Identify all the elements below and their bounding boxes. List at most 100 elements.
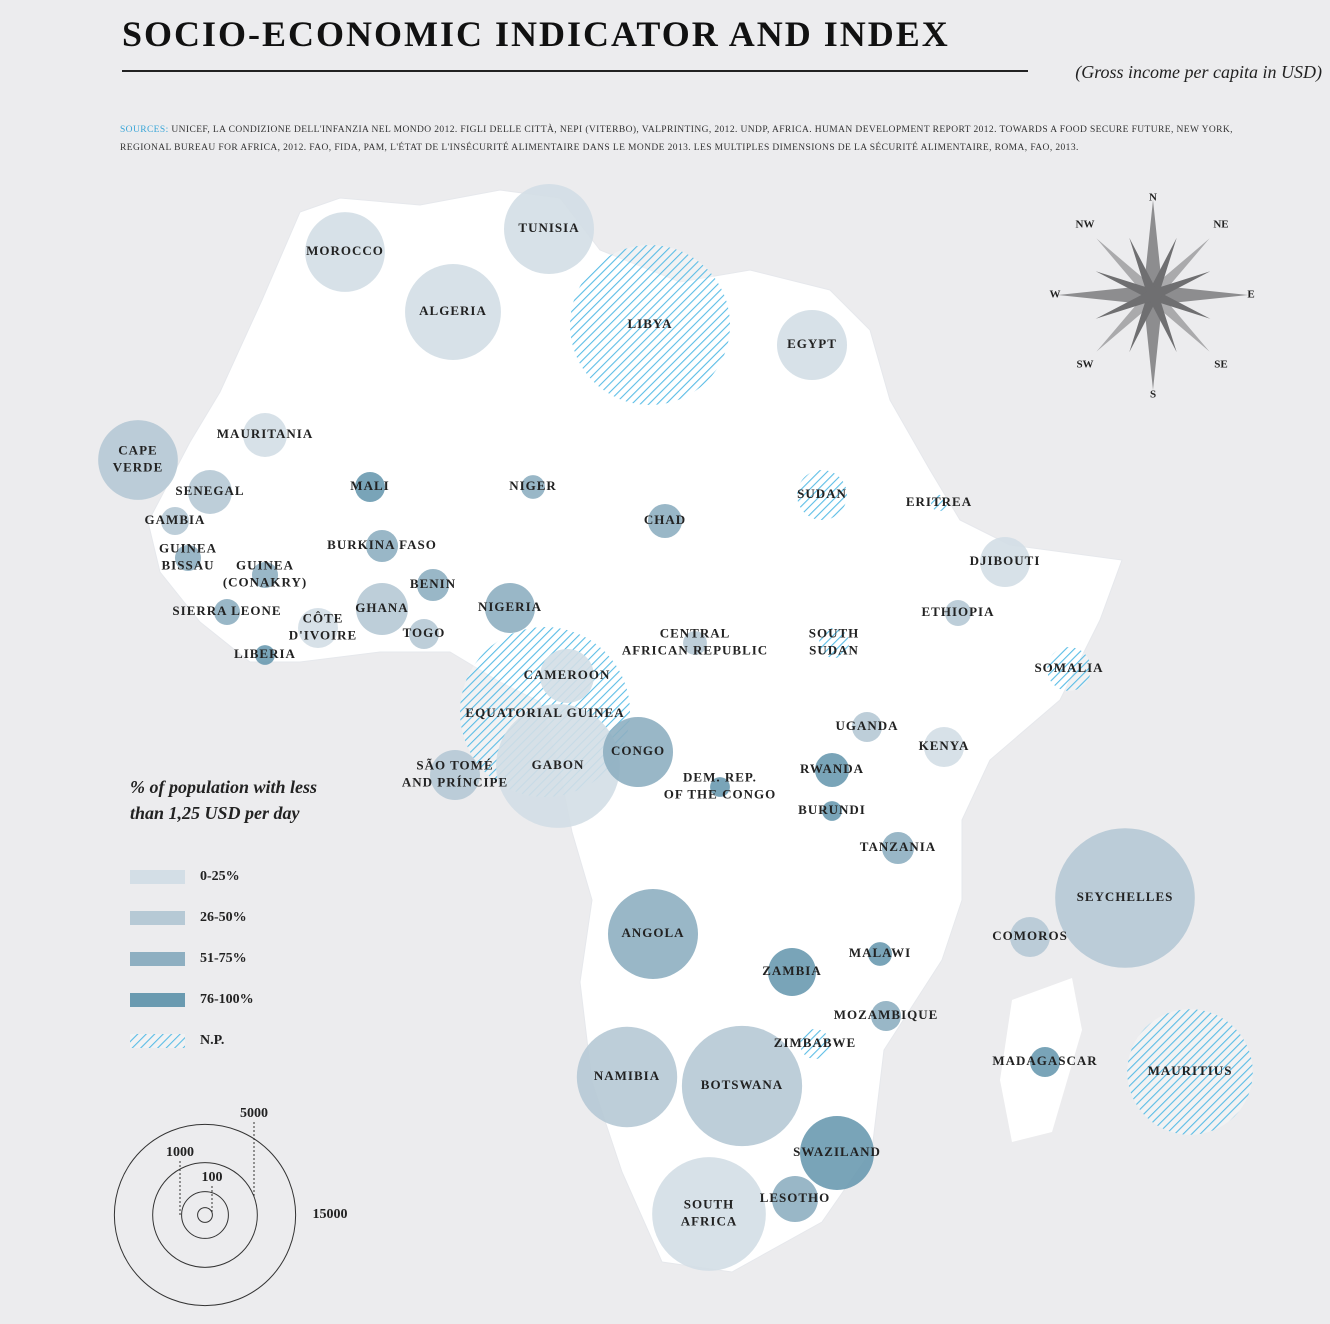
country-label: UGANDA: [835, 718, 898, 733]
country-label: BENIN: [410, 576, 456, 591]
country-bubble: [569, 244, 731, 406]
compass-label: E: [1247, 289, 1254, 301]
country-label: AND PRÍNCIPE: [402, 774, 508, 789]
country-bubble: [98, 420, 178, 500]
country-label: RWANDA: [800, 761, 864, 776]
country-bubble: [768, 948, 816, 996]
country-bubble: [1055, 828, 1195, 968]
country-label: ANGOLA: [621, 925, 684, 940]
country-label: SOUTH: [809, 625, 860, 640]
country-bubble: [944, 599, 972, 627]
country-label: NIGERIA: [478, 599, 542, 614]
country-label: CÔTE: [303, 610, 344, 625]
country-label: COMOROS: [992, 928, 1068, 943]
legend-label: N.P.: [200, 1033, 224, 1048]
country-bubble: [255, 645, 275, 665]
legend-title: than 1,25 USD per day: [130, 803, 301, 823]
legend-title: % of population with less: [130, 777, 317, 797]
compass-label: W: [1050, 289, 1061, 301]
legend-swatch: [130, 993, 185, 1007]
legend-swatch: [130, 911, 185, 925]
country-bubble: [496, 704, 620, 828]
country-label: NAMIBIA: [594, 1068, 660, 1083]
size-legend-label: 1000: [166, 1145, 194, 1160]
legend-swatch: [130, 1034, 185, 1048]
country-bubble: [607, 888, 699, 980]
legend-label: 76-100%: [200, 992, 254, 1007]
size-legend-label: 100: [202, 1170, 223, 1185]
country-label: CAPE: [118, 442, 157, 457]
country-bubble: [681, 1025, 803, 1147]
sources-label: SOURCES:: [120, 125, 169, 135]
country-label: BOTSWANA: [701, 1077, 783, 1092]
country-bubble: [174, 544, 202, 572]
country-label: OF THE CONGO: [664, 786, 776, 801]
country-bubble: [251, 561, 279, 589]
country-label: MAURITANIA: [217, 426, 313, 441]
country-label: GUINEA: [159, 540, 217, 555]
country-label: SOUTH: [684, 1196, 735, 1211]
legend-label: 51-75%: [200, 951, 247, 966]
legend-label: 26-50%: [200, 910, 247, 925]
country-bubble: [405, 264, 501, 360]
country-label: AFRICAN REPUBLIC: [622, 642, 768, 657]
country-bubble: [1030, 1047, 1060, 1077]
size-legend-circle: [197, 1207, 213, 1223]
country-label: CONGO: [611, 743, 665, 758]
country-label: GHANA: [355, 600, 408, 615]
country-bubble: [871, 1001, 901, 1031]
country-bubble: [416, 568, 450, 602]
size-legend-label: 15000: [313, 1207, 348, 1222]
compass-label: N: [1149, 192, 1157, 204]
country-bubble: [356, 583, 408, 635]
country-label: CENTRAL: [660, 625, 731, 640]
country-label: GUINEA: [236, 557, 294, 572]
size-legend-label: 5000: [240, 1106, 268, 1121]
country-label: D'IVOIRE: [289, 627, 357, 642]
country-label: EGYPT: [787, 336, 837, 351]
country-label: SUDAN: [797, 486, 847, 501]
country-label: TANZANIA: [860, 839, 936, 854]
size-legend-circle: [113, 1123, 297, 1307]
country-bubble: [213, 598, 241, 626]
bubbles: [98, 183, 1253, 1271]
compass-label: NW: [1076, 219, 1095, 231]
country-label: ZIMBABWE: [774, 1035, 856, 1050]
country-label: MOROCCO: [306, 243, 384, 258]
country-label: MALAWI: [849, 945, 911, 960]
size-legend-circle: [181, 1191, 229, 1239]
country-label: CHAD: [644, 512, 686, 527]
country-bubble: [683, 631, 707, 655]
country-bubble: [822, 801, 842, 821]
country-bubble: [868, 942, 892, 966]
country-bubble: [771, 1175, 819, 1223]
country-label: (CONAKRY): [223, 574, 307, 589]
country-bubble: [924, 727, 964, 767]
country-label: MALI: [350, 478, 389, 493]
country-label: AFRICA: [681, 1213, 738, 1228]
country-bubble: [710, 777, 730, 797]
country-label: BURUNDI: [798, 802, 866, 817]
country-label: SIERRA LEONE: [172, 603, 281, 618]
compass-star: [1095, 237, 1211, 353]
subtitle: (Gross income per capita in USD): [1075, 62, 1322, 83]
size-legend-circle: [152, 1162, 258, 1268]
country-label: NIGER: [509, 478, 557, 493]
country-bubble: [540, 649, 594, 703]
sources: SOURCES: UNICEF, LA CONDIZIONE DELL'INFA…: [120, 121, 1250, 157]
country-label: MOZAMBIQUE: [834, 1007, 939, 1022]
country-bubble: [355, 472, 385, 502]
country-label: GABON: [532, 757, 585, 772]
compass-rose: [1058, 200, 1248, 390]
country-bubble: [602, 716, 674, 788]
country-bubble: [521, 475, 545, 499]
country-bubble: [647, 503, 683, 539]
legend-swatch: [130, 952, 185, 966]
country-bubble: [365, 529, 399, 563]
country-bubble: [652, 1157, 766, 1271]
country-label: ZAMBIA: [762, 963, 821, 978]
country-bubble: [1010, 917, 1050, 957]
country-bubble: [814, 752, 850, 788]
